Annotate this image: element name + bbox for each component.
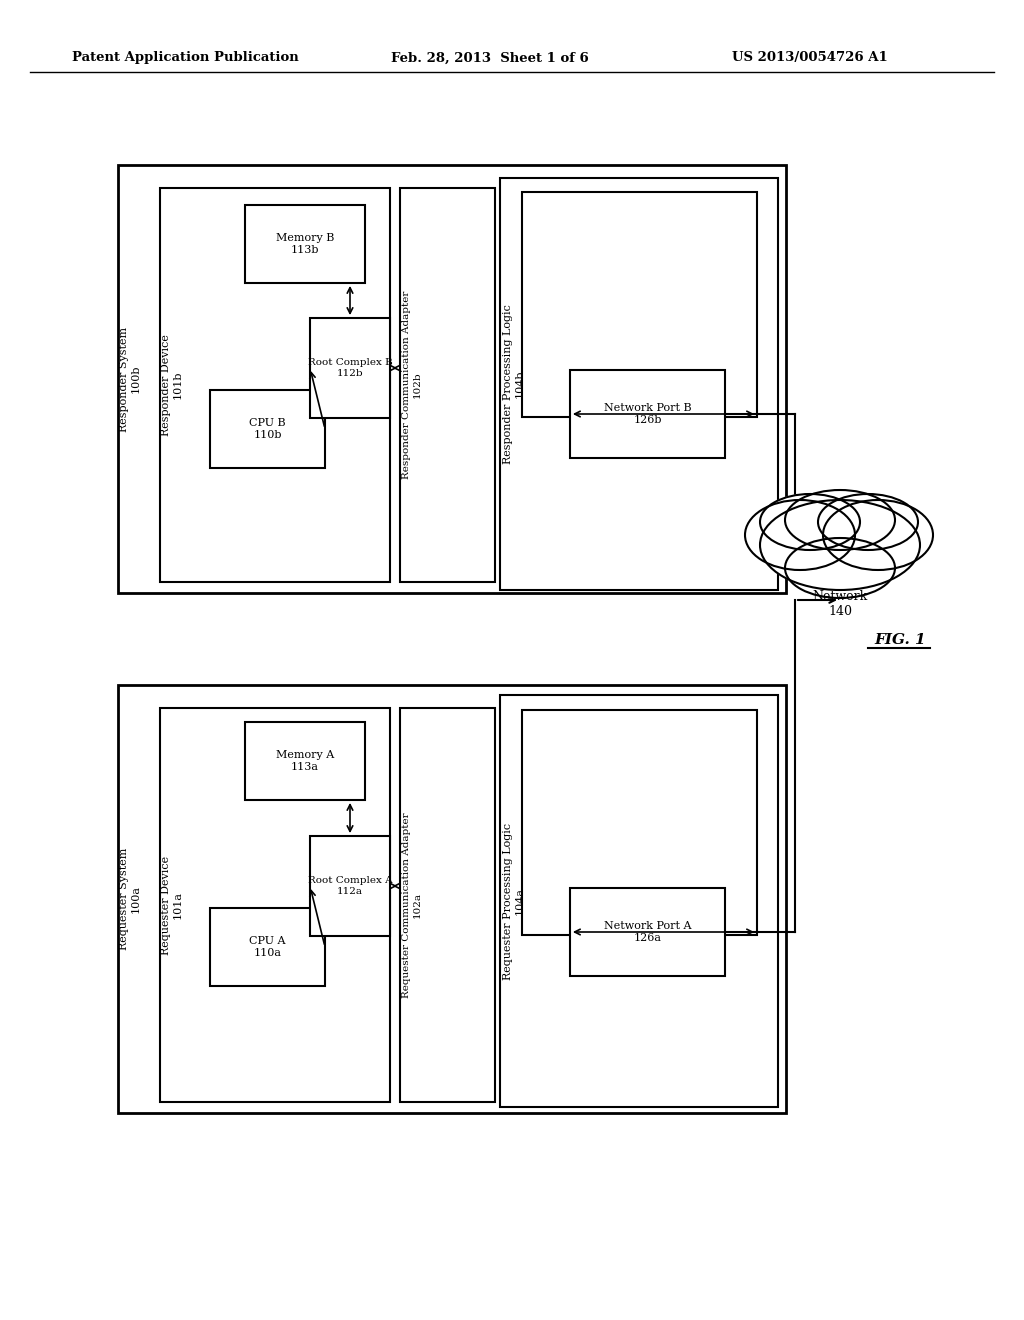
FancyBboxPatch shape bbox=[118, 685, 786, 1113]
Ellipse shape bbox=[760, 500, 920, 590]
Ellipse shape bbox=[760, 494, 860, 550]
Text: Requester Device
101a: Requester Device 101a bbox=[161, 855, 183, 954]
FancyBboxPatch shape bbox=[522, 191, 757, 417]
FancyBboxPatch shape bbox=[400, 708, 495, 1102]
FancyBboxPatch shape bbox=[310, 318, 390, 418]
Ellipse shape bbox=[785, 490, 895, 550]
Text: Responder Device
101b: Responder Device 101b bbox=[161, 334, 183, 436]
FancyBboxPatch shape bbox=[570, 888, 725, 975]
Ellipse shape bbox=[745, 500, 855, 570]
FancyBboxPatch shape bbox=[500, 178, 778, 590]
FancyBboxPatch shape bbox=[310, 836, 390, 936]
FancyBboxPatch shape bbox=[245, 205, 365, 282]
Text: Responder Communication Adapter
102b: Responder Communication Adapter 102b bbox=[402, 290, 422, 479]
Text: CPU A
110a: CPU A 110a bbox=[249, 936, 286, 958]
Text: Responder Processing Logic
104b: Responder Processing Logic 104b bbox=[503, 304, 524, 463]
FancyBboxPatch shape bbox=[118, 165, 786, 593]
Text: Requester Processing Logic
104a: Requester Processing Logic 104a bbox=[503, 822, 524, 979]
Text: Network Port A
126a: Network Port A 126a bbox=[604, 921, 691, 942]
Text: Feb. 28, 2013  Sheet 1 of 6: Feb. 28, 2013 Sheet 1 of 6 bbox=[391, 51, 589, 65]
Text: Patent Application Publication: Patent Application Publication bbox=[72, 51, 298, 65]
FancyBboxPatch shape bbox=[210, 908, 325, 986]
Text: Network
140: Network 140 bbox=[812, 590, 867, 618]
FancyBboxPatch shape bbox=[500, 696, 778, 1107]
Text: Root Complex B
112b: Root Complex B 112b bbox=[307, 358, 392, 378]
Text: CPU B
110b: CPU B 110b bbox=[249, 418, 286, 440]
Text: Memory A
113a: Memory A 113a bbox=[275, 750, 334, 772]
Text: Memory B
113b: Memory B 113b bbox=[275, 234, 334, 255]
Text: US 2013/0054726 A1: US 2013/0054726 A1 bbox=[732, 51, 888, 65]
FancyBboxPatch shape bbox=[570, 370, 725, 458]
FancyBboxPatch shape bbox=[245, 722, 365, 800]
FancyBboxPatch shape bbox=[400, 187, 495, 582]
Text: Responder System
100b: Responder System 100b bbox=[119, 326, 141, 432]
Ellipse shape bbox=[818, 494, 918, 550]
Text: Requester System
100a: Requester System 100a bbox=[119, 847, 141, 950]
Text: Network Port B
126b: Network Port B 126b bbox=[604, 403, 691, 425]
Text: Requester Communication Adapter
102a: Requester Communication Adapter 102a bbox=[402, 812, 422, 998]
Ellipse shape bbox=[785, 539, 895, 598]
FancyBboxPatch shape bbox=[160, 187, 390, 582]
Text: FIG. 1: FIG. 1 bbox=[874, 634, 926, 647]
Ellipse shape bbox=[823, 500, 933, 570]
Text: Root Complex A
112a: Root Complex A 112a bbox=[307, 876, 392, 896]
FancyBboxPatch shape bbox=[522, 710, 757, 935]
FancyBboxPatch shape bbox=[160, 708, 390, 1102]
FancyBboxPatch shape bbox=[210, 389, 325, 469]
